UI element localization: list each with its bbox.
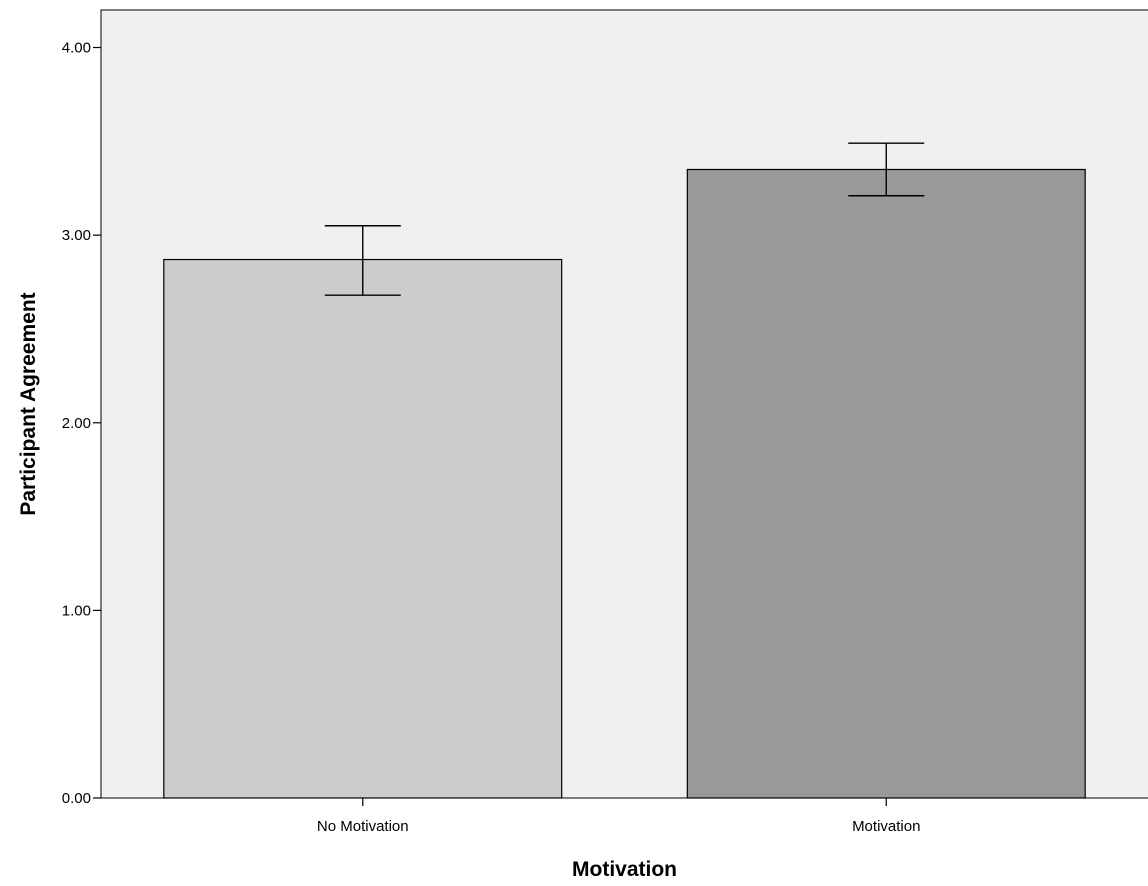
y-tick-label: 0.00 — [62, 790, 91, 807]
bar-1 — [163, 258, 563, 799]
x-axis-title: Motivation — [572, 858, 677, 881]
error-bar-2 — [848, 142, 925, 197]
x-tick-label: No Motivation — [317, 818, 409, 835]
x-tick-label: Motivation — [852, 818, 920, 835]
y-tick-label: 4.00 — [62, 40, 91, 57]
y-tick-label: 1.00 — [62, 602, 91, 619]
bar-2 — [686, 168, 1086, 799]
y-axis-title: Participant Agreement — [17, 292, 40, 515]
y-tick-label: 3.00 — [62, 227, 91, 244]
error-bar-1 — [324, 225, 401, 296]
y-tick-label: 2.00 — [62, 415, 91, 432]
